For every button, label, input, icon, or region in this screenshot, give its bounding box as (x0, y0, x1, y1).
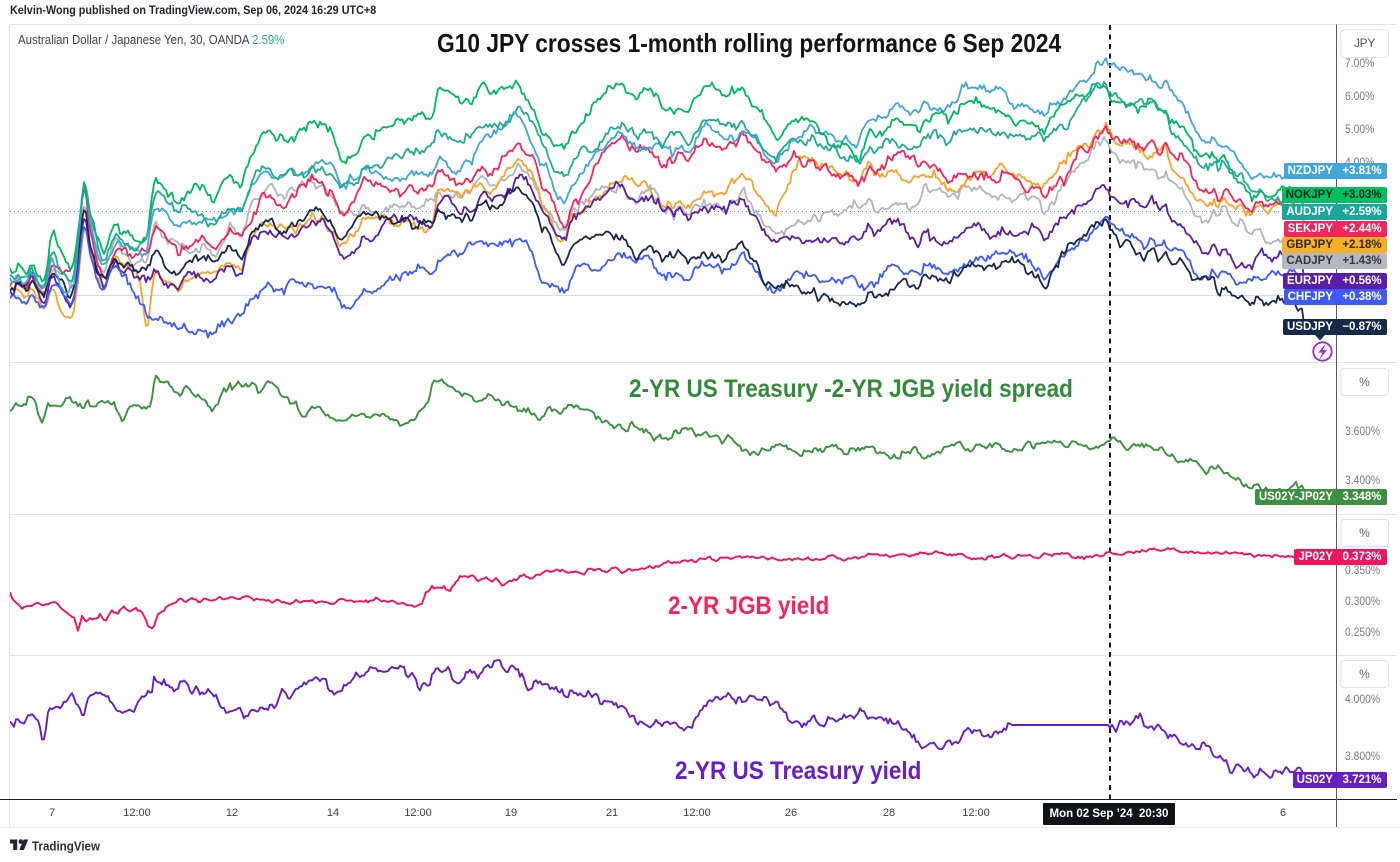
svg-text:TradingView: TradingView (32, 839, 101, 854)
